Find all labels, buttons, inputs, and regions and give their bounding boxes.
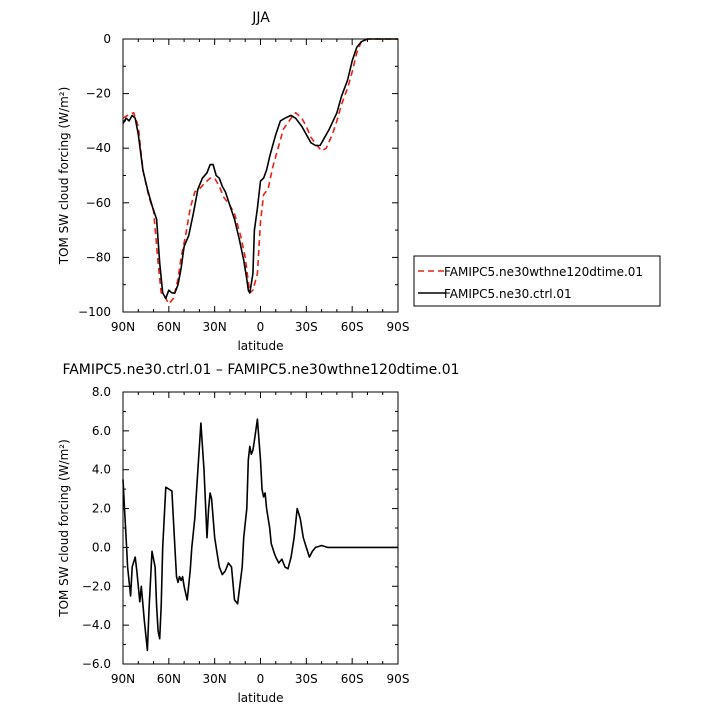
legend-label-0: FAMIPC5.ne30wthne120dtime.01 [444,265,643,279]
y-axis-label: TOM SW cloud forcing (W/m²) [57,87,71,266]
x-tick-label: 30S [295,320,318,334]
y-tick-label: −20 [86,87,111,101]
x-tick-label: 60S [341,672,364,686]
y-tick-label: 4.0 [92,463,111,477]
x-tick-label: 90S [387,672,410,686]
series-line-0 [122,38,398,305]
y-tick-label: 8.0 [92,385,111,399]
legend: FAMIPC5.ne30wthne120dtime.01 FAMIPC5.ne3… [413,255,661,307]
y-tick-label: −2.0 [82,579,111,593]
x-tick-label: 90N [111,320,135,334]
y-tick-label: −6.0 [82,657,111,671]
y-tick-label: 0.0 [92,540,111,554]
legend-label-1: FAMIPC5.ne30.ctrl.01 [444,287,572,301]
y-tick-label: −4.0 [82,618,111,632]
x-tick-label: 0 [257,320,265,334]
x-tick-label: 90N [111,672,135,686]
top-chart-title: JJA [251,10,270,26]
y-tick-label: 6.0 [92,424,111,438]
x-tick-label: 30S [295,672,318,686]
x-axis-label: latitude [237,691,283,705]
series-line-1 [122,38,398,300]
x-tick-label: 30N [203,672,227,686]
y-tick-label: 2.0 [92,502,111,516]
y-tick-label: −80 [86,250,111,264]
series-line-0 [122,418,398,652]
x-tick-label: 60N [157,320,181,334]
bottom-chart: 90N 60N 30N 0 30S 60S 90S 8.0 6.0 4.0 2.0 0.0 −2.0 −4… [57,385,409,705]
y-tick-label: −60 [86,196,111,210]
y-axis-label: TOM SW cloud forcing (W/m²) [57,439,71,618]
y-tick-label: 0 [103,32,111,46]
legend-box [413,255,661,307]
x-tick-label: 60N [157,672,181,686]
x-tick-label: 30N [203,320,227,334]
plot-frame [122,38,399,313]
top-chart: 90N 60N 30N 0 30S 60S 90S 0 −20 −40 −60 −80 −100 lati… [57,32,409,353]
y-tick-label: −100 [78,305,111,319]
bottom-chart-title: FAMIPC5.ne30.ctrl.01 – FAMIPC5.ne30wthne… [62,362,459,378]
x-axis-label: latitude [237,339,283,353]
x-tick-label: 60S [341,320,364,334]
y-tick-label: −40 [86,141,111,155]
x-tick-label: 90S [387,320,410,334]
x-tick-label: 0 [257,672,265,686]
